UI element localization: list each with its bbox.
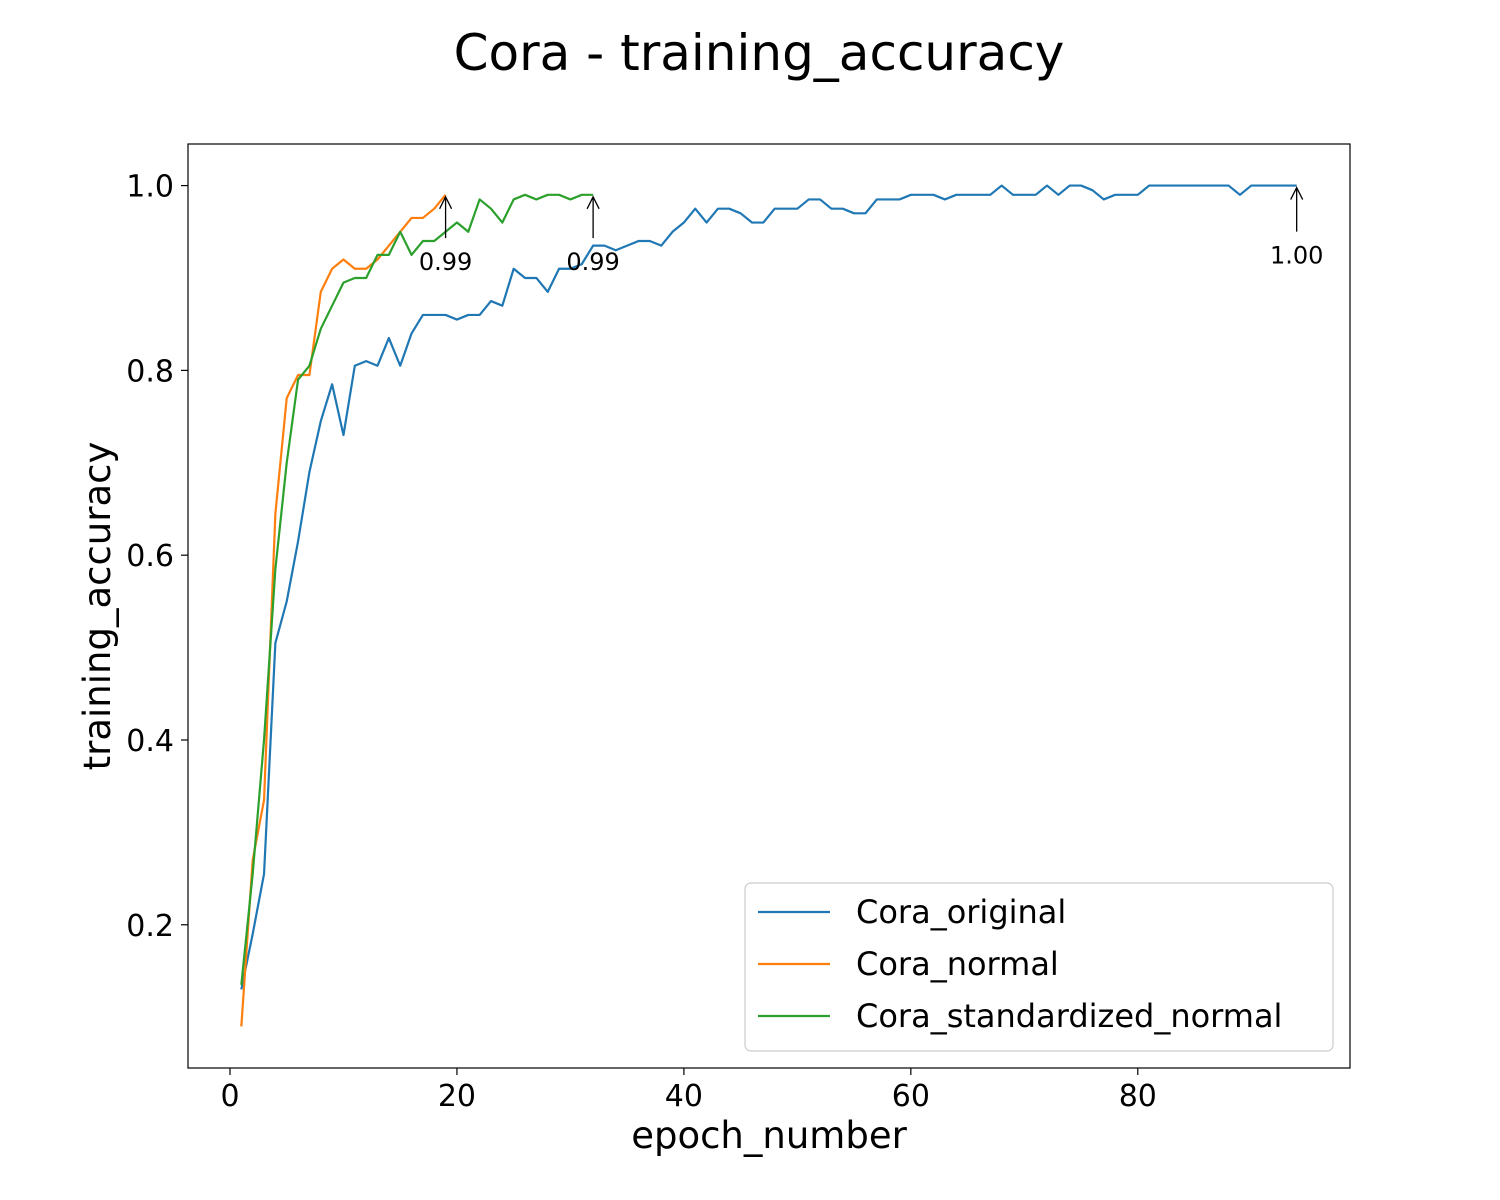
y-tick-label: 0.6 (126, 539, 174, 574)
legend-box (744, 882, 1334, 1052)
legend-label: Cora_original (856, 893, 1066, 931)
x-tick-label: 60 (892, 1079, 930, 1114)
annotation: 0.99 (566, 195, 620, 276)
x-axis: 0 20 40 60 80 (220, 1068, 1157, 1114)
x-tick-label: 80 (1119, 1079, 1157, 1114)
plot-frame (187, 143, 1351, 1069)
legend-label: Cora_normal (856, 945, 1059, 983)
y-tick-label: 0.8 (126, 354, 174, 389)
annotation: 0.99 (419, 195, 472, 276)
plot-area (240, 184, 1297, 1027)
annotation-label: 1.00 (1270, 242, 1323, 270)
legend: Cora_original Cora_normal Cora_standardize… (744, 882, 1334, 1052)
y-tick-label: 1.0 (126, 170, 174, 205)
x-tick-label: 20 (438, 1079, 476, 1114)
x-tick-label: 0 (220, 1079, 239, 1114)
x-tick-label: 40 (665, 1079, 703, 1114)
x-axis-label: epoch_number (631, 1114, 907, 1157)
annotation-arrow-head (439, 195, 453, 210)
series-line-cora-standardized-normal (240, 193, 594, 985)
y-tick-label: 0.2 (126, 909, 174, 944)
annotation: 1.00 (1270, 186, 1323, 270)
y-axis: 0.2 0.4 0.6 0.8 1.0 (126, 170, 188, 944)
series-line-cora-normal (240, 194, 447, 1027)
y-axis-label: training_accuracy (76, 442, 119, 771)
chart-title: Cora - training_accuracy (454, 24, 1065, 82)
annotation-label: 0.99 (419, 248, 472, 276)
series-line-cora-original (240, 184, 1297, 990)
annotations: 0.99 0.99 1.00 (419, 186, 1323, 276)
annotation-arrow-head (586, 195, 600, 210)
legend-label: Cora_standardized_normal (856, 997, 1282, 1035)
y-tick-label: 0.4 (126, 724, 174, 759)
annotation-arrow-head (1290, 186, 1304, 200)
annotation-label: 0.99 (566, 248, 619, 276)
